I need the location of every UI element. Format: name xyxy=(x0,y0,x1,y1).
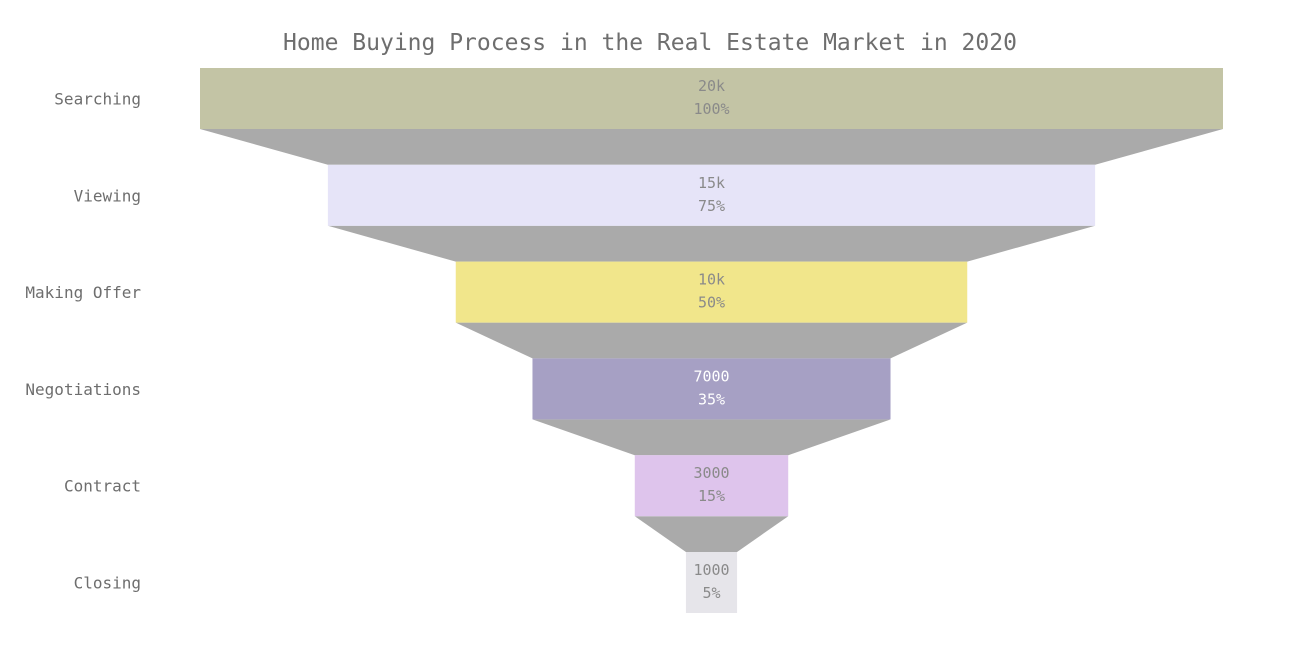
funnel-bar xyxy=(200,68,1223,129)
funnel-stage-label: Searching xyxy=(54,90,141,109)
funnel-stage-label: Closing xyxy=(74,574,141,593)
funnel-percent-label: 100% xyxy=(693,100,729,118)
funnel-percent-label: 50% xyxy=(698,294,725,312)
funnel-bar xyxy=(327,164,1096,226)
funnel-connectors xyxy=(200,129,1223,552)
funnel-bar xyxy=(685,552,738,613)
funnel-percent-label: 35% xyxy=(698,390,725,408)
funnel-bar xyxy=(532,358,891,420)
funnel-connector xyxy=(200,129,1223,165)
funnel-value-label: 7000 xyxy=(693,367,729,385)
funnel-bars: 20k 100% 15k 75% 10k 50% 7000 35% 3000 15% 1000 5% xyxy=(200,68,1223,613)
funnel-stage-label: Viewing xyxy=(74,186,141,205)
funnel-percent-label: 5% xyxy=(702,584,720,602)
funnel-value-label: 20k xyxy=(698,77,725,95)
funnel-connector xyxy=(634,516,789,552)
funnel-stage-label: Contract xyxy=(64,477,141,496)
funnel-connector xyxy=(455,322,968,359)
funnel-value-label: 10k xyxy=(698,271,725,289)
funnel-connector xyxy=(327,225,1096,262)
funnel-connector xyxy=(532,419,891,456)
funnel-stage-labels: Searching Viewing Making Offer Negotiations… xyxy=(25,90,141,593)
funnel-value-label: 3000 xyxy=(693,464,729,482)
chart-title: Home Buying Process in the Real Estate M… xyxy=(283,30,1017,56)
funnel-value-label: 15k xyxy=(698,174,725,192)
funnel-bar xyxy=(455,261,968,323)
funnel-bar xyxy=(634,455,789,517)
funnel-stage-label: Making Offer xyxy=(25,283,141,302)
funnel-stage-label: Negotiations xyxy=(25,380,141,399)
funnel-value-label: 1000 xyxy=(693,561,729,579)
funnel-percent-label: 75% xyxy=(698,197,725,215)
funnel-percent-label: 15% xyxy=(698,487,725,505)
